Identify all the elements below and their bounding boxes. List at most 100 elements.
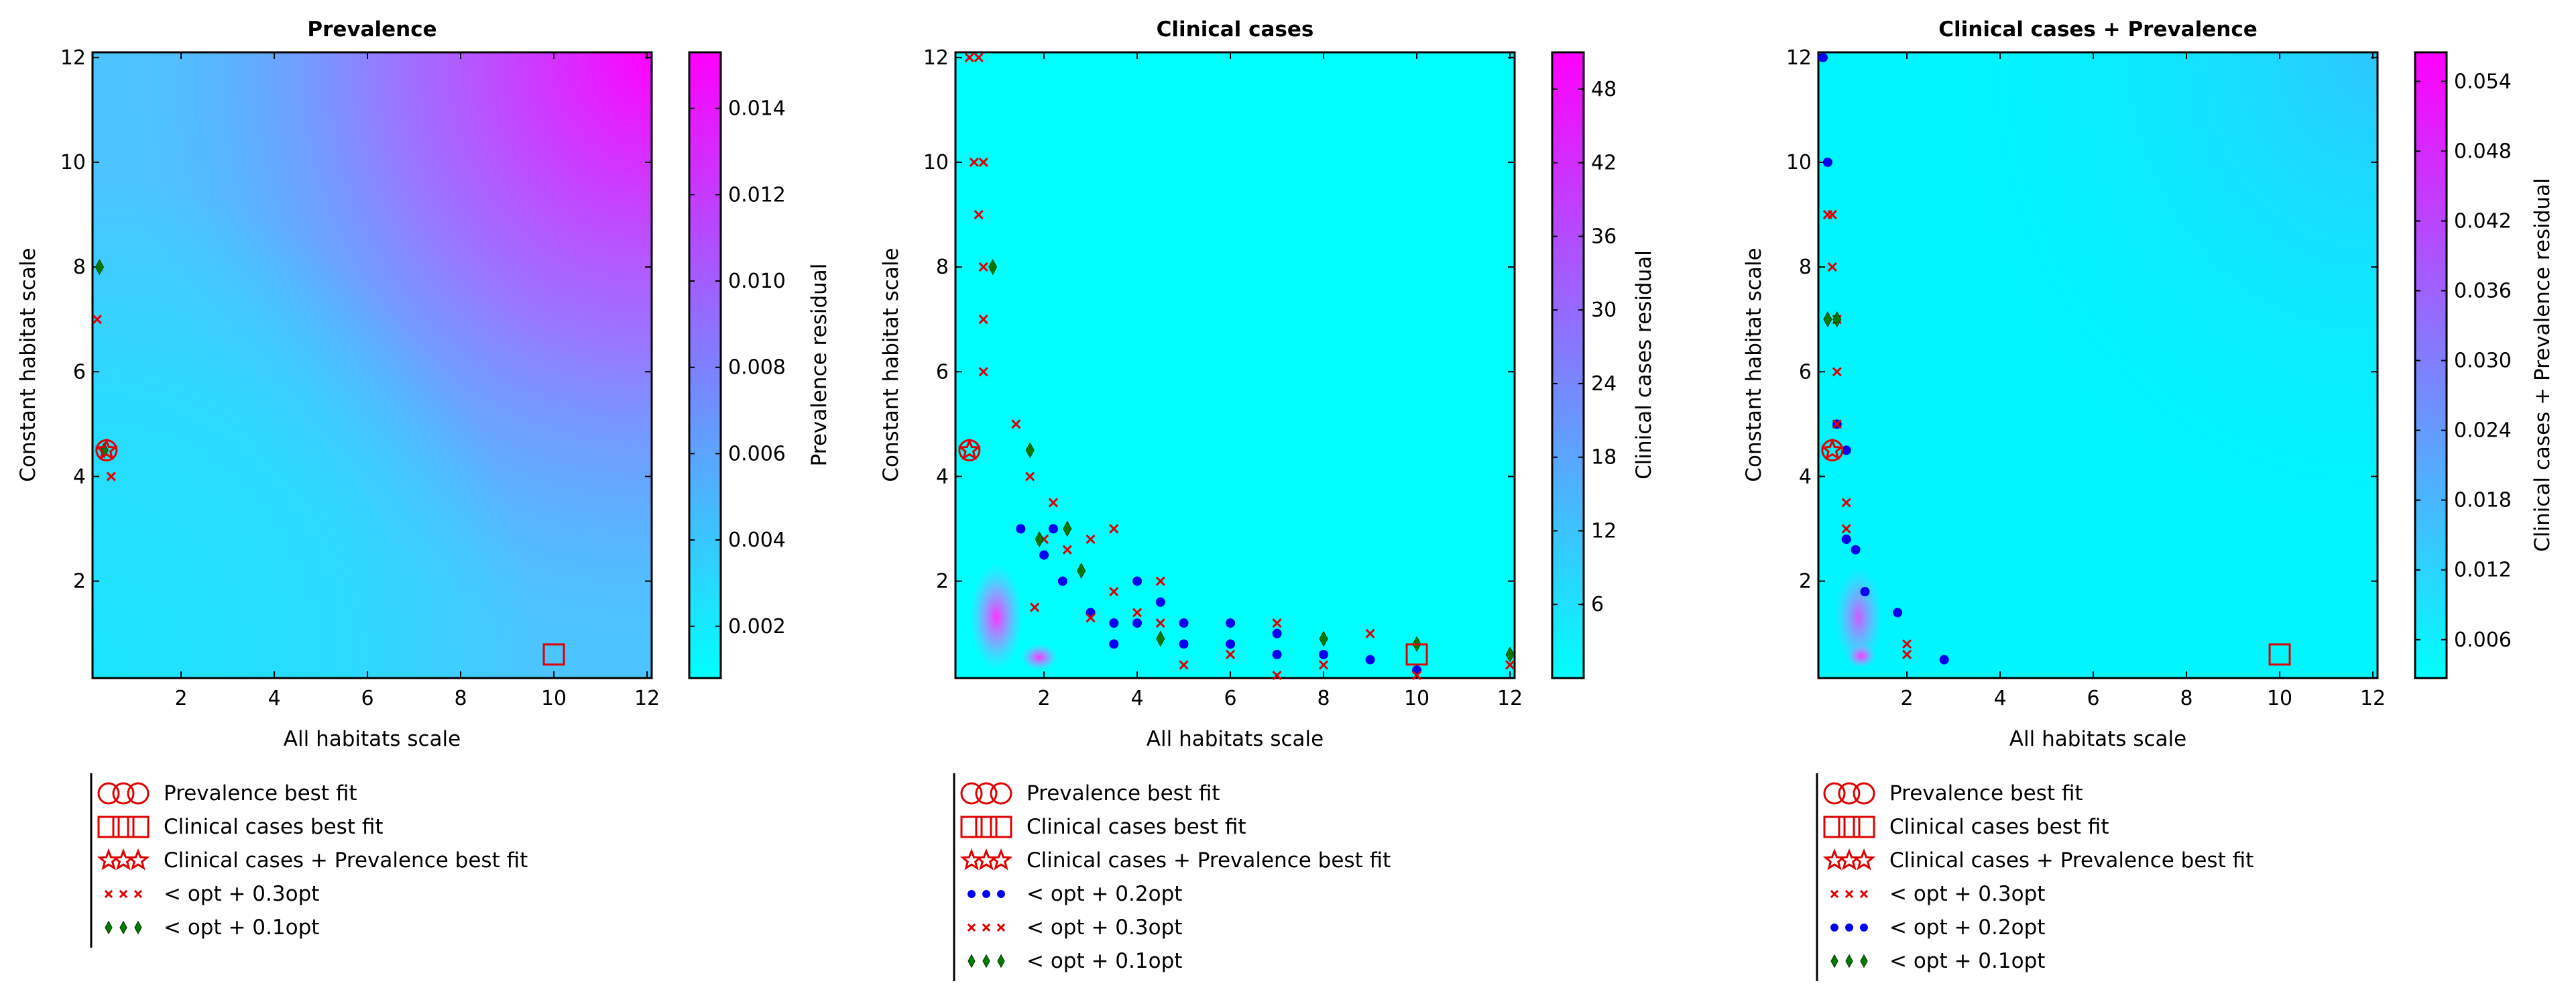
- heatmap-hot-spot: [1847, 644, 1876, 668]
- point-dot-02opt: [1818, 52, 1828, 62]
- y-axis: 2 4 6 8 10 12: [1786, 46, 2378, 594]
- legend-marker-circle: [1853, 782, 1875, 805]
- point-diamond-01opt: [1156, 630, 1165, 647]
- legend-entry: < opt + 0.2opt: [1830, 915, 2045, 940]
- point-x-03opt: [1505, 660, 1515, 670]
- point-x-03opt: [1901, 639, 1912, 649]
- legend-marker-circle: [1823, 782, 1846, 805]
- legend-label: Clinical cases best fit: [1027, 815, 1246, 839]
- colorbar-tick-label: 0.006: [728, 442, 786, 465]
- legend-marker-x: [1859, 889, 1869, 899]
- point-diamond-01opt: [1505, 646, 1515, 663]
- plot-frame: [1817, 51, 2379, 679]
- heatmap: [1818, 52, 2378, 678]
- legend-marker-x: [1845, 889, 1854, 899]
- colorbar-tick-label: 48: [1591, 78, 1617, 101]
- x-tick-label: 2: [1901, 687, 1914, 710]
- x-tick-label: 4: [268, 687, 281, 710]
- y-tick-label: 8: [1799, 256, 1812, 279]
- legend-marker-square: [112, 816, 135, 838]
- legend-marker-x: [996, 923, 1006, 932]
- colorbar-tick-label: 0.024: [2454, 419, 2512, 443]
- point-x-03opt: [1179, 660, 1189, 670]
- point-dot-02opt: [1048, 524, 1058, 534]
- colorbar-gradient: [2414, 51, 2448, 679]
- x-tick-label: 4: [1994, 687, 2007, 710]
- y-tick-label: 6: [936, 360, 949, 384]
- legend-entry: Prevalence best fit: [1823, 781, 2083, 805]
- point-diamond-01opt: [1025, 442, 1035, 459]
- legend-marker-circle: [127, 782, 150, 805]
- legend-entry: Clinical cases + Prevalence best fit: [1822, 848, 2253, 873]
- point-dot-02opt: [1226, 618, 1236, 628]
- legend-marker-star: [1822, 848, 1847, 871]
- legend-marker-star: [111, 848, 135, 871]
- point-x-03opt: [92, 315, 103, 325]
- point-x-03opt: [1086, 535, 1096, 545]
- x-tick-label: 12: [634, 687, 660, 710]
- legend-marker-star: [1837, 848, 1861, 871]
- legend: Prevalence best fit Clinical cases best f…: [90, 773, 528, 948]
- markers: [957, 52, 1515, 681]
- colorbar: 0.002 0.004 0.006 0.008 0.010 0.012 0.014 Prev…: [688, 51, 831, 679]
- x-tick-label: 8: [455, 687, 467, 710]
- y-tick-label: 4: [1799, 465, 1812, 488]
- legend-marker-square: [97, 816, 120, 838]
- point-diamond-01opt: [1063, 520, 1072, 537]
- point-x-03opt: [978, 367, 988, 377]
- legend-marker-x: [967, 923, 976, 932]
- point-dot-02opt: [1155, 597, 1165, 607]
- y-tick-label: 10: [1786, 151, 1812, 174]
- y-tick-label: 8: [73, 256, 86, 279]
- colorbar-tick-label: 0.018: [2454, 489, 2512, 512]
- point-dot-02opt: [1860, 587, 1870, 597]
- point-x-03opt: [1318, 660, 1329, 670]
- colorbar-label: Clinical cases + Prevalence residual: [2530, 178, 2555, 552]
- legend-entry: Clinical cases + Prevalence best fit: [97, 848, 528, 873]
- legend-marker-diamond: [968, 954, 976, 968]
- y-tick-label: 12: [923, 46, 949, 70]
- heatmap-hot-spot: [970, 563, 1023, 671]
- legend-marker-star: [959, 848, 984, 871]
- colorbar-gradient: [688, 51, 722, 679]
- colorbar-tick-label: 0.030: [2454, 349, 2512, 373]
- y-tick-label: 2: [936, 570, 949, 594]
- y-tick-label: 2: [1799, 570, 1812, 594]
- colorbar-tick-label: 12: [1591, 519, 1617, 543]
- legend-entry: Prevalence best fit: [97, 781, 357, 805]
- y-tick-label: 12: [1786, 46, 1812, 70]
- y-axis: 2 4 6 8 10 12: [60, 46, 652, 594]
- heatmap-hot-spot: [1020, 644, 1058, 671]
- legend-marker-x: [104, 889, 113, 899]
- colorbar-tick-label: 0.006: [2454, 628, 2512, 652]
- legend-marker-diamond: [134, 920, 142, 935]
- x-tick-label: 10: [541, 687, 567, 710]
- legend-marker-circle: [990, 782, 1012, 805]
- x-axis: 2 4 6 8 10 12: [1038, 52, 1523, 710]
- legend-marker-square: [1853, 816, 1875, 838]
- point-dot-02opt: [1851, 545, 1861, 555]
- legend-label: < opt + 0.1opt: [164, 915, 319, 940]
- legend-entry: < opt + 0.3opt: [1830, 882, 2045, 906]
- point-x-03opt: [1832, 367, 1842, 377]
- point-x-03opt: [1365, 628, 1375, 638]
- point-dot-02opt: [1039, 550, 1049, 560]
- legend-entry: Clinical cases + Prevalence best fit: [959, 848, 1391, 873]
- x-axis-label: All habitats scale: [284, 727, 461, 751]
- y-axis: 2 4 6 8 10 12: [923, 46, 1515, 594]
- colorbar-ticks: 0.002 0.004 0.006 0.008 0.010 0.012 0.014: [689, 97, 786, 638]
- colorbar-label: Clinical cases residual: [1632, 250, 1656, 480]
- colorbar-tick-label: 0.012: [728, 183, 786, 207]
- x-tick-label: 2: [1038, 687, 1051, 710]
- point-x-03opt: [969, 157, 979, 168]
- x-tick-label: 12: [2360, 687, 2386, 710]
- point-dot-02opt: [1179, 639, 1189, 649]
- legend-marker-diamond: [1860, 954, 1868, 968]
- point-dot-02opt: [1132, 576, 1143, 586]
- point-diamond-01opt: [1832, 311, 1842, 328]
- legend-marker-square: [960, 816, 983, 838]
- colorbar-tick-label: 0.002: [728, 615, 786, 638]
- heatmap-high-region: [1818, 52, 2378, 678]
- point-x-03opt: [1827, 262, 1837, 272]
